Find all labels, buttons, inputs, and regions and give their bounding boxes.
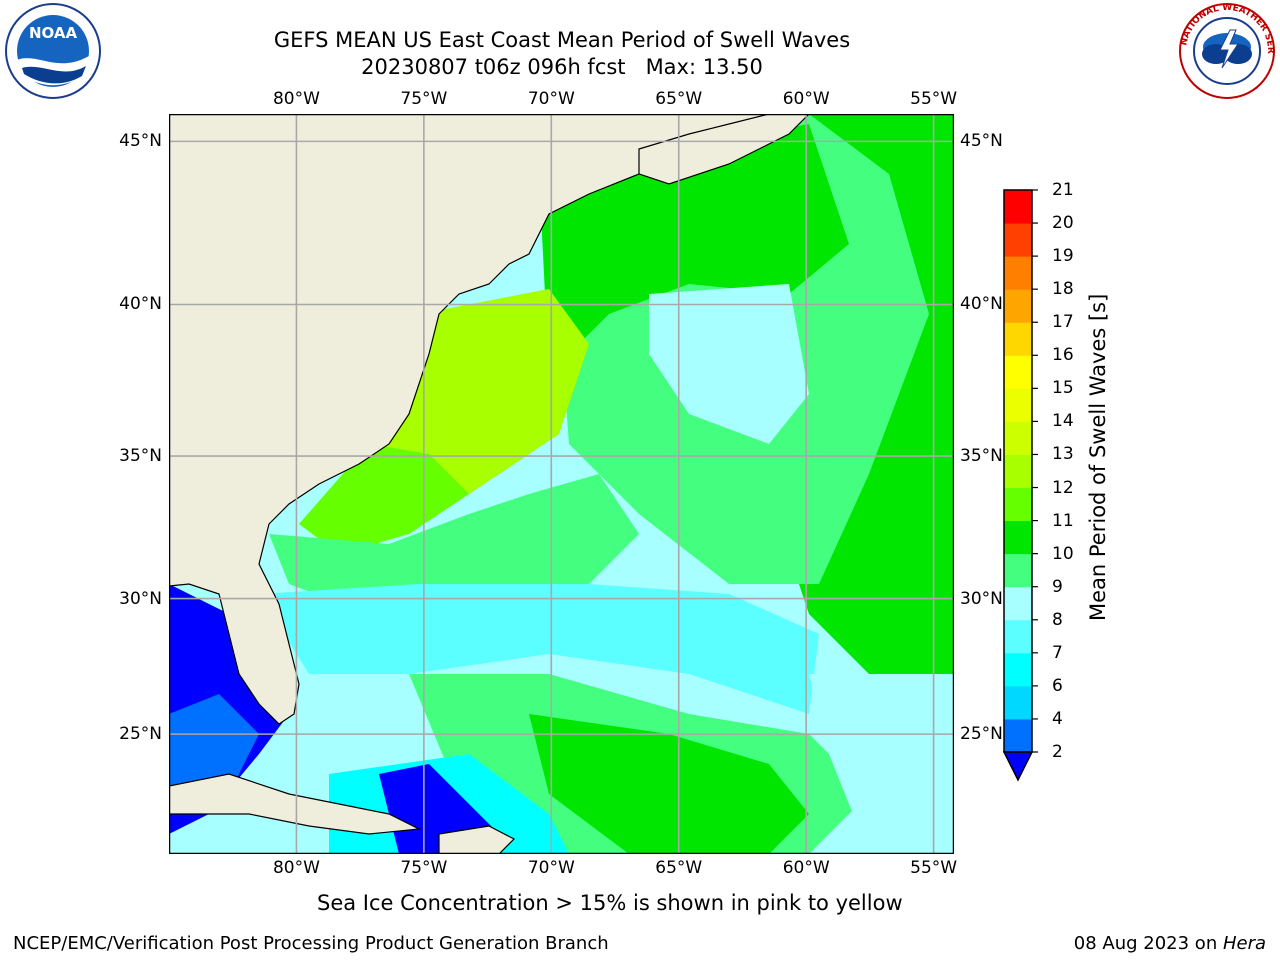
lon-label-bottom: 75°W xyxy=(400,858,448,878)
lat-label-left: 40°N xyxy=(119,294,162,315)
nws-logo: NATIONAL WEATHER SERVICE xyxy=(1176,2,1275,99)
colorbar-cell xyxy=(1004,718,1032,753)
colorbar-tick-label: 4 xyxy=(1052,708,1063,729)
lon-label-bottom: 55°W xyxy=(910,858,958,878)
field-region-10-11s-north xyxy=(539,124,849,374)
field-region-8-9s-east-south xyxy=(809,674,954,854)
colorbar-cell xyxy=(1004,322,1032,356)
sea-ice-note: Sea Ice Concentration > 15% is shown in … xyxy=(317,891,903,915)
colorbar-cell xyxy=(1004,421,1032,455)
colorbar-extend-min xyxy=(1002,751,1034,782)
colorbar-label: Mean Period of Swell Waves [s] xyxy=(1086,293,1110,621)
colorbar-tick-label: 17 xyxy=(1052,312,1074,333)
colorbar-cell xyxy=(1004,289,1032,323)
lon-label-bottom: 70°W xyxy=(527,858,575,878)
noaa-logo-text: NOAA xyxy=(29,24,78,42)
colorbar-tick-label: 8 xyxy=(1052,609,1063,630)
field-region-10-11s-se-core xyxy=(529,714,809,854)
lon-label-top: 65°W xyxy=(655,89,703,109)
map-gridlines xyxy=(169,114,954,854)
lat-label-right: 40°N xyxy=(960,294,1003,315)
lat-label-left: 35°N xyxy=(119,446,162,467)
lon-label-top: 60°W xyxy=(782,89,830,109)
colorbar-tick-label: 13 xyxy=(1052,444,1074,465)
colorbar-cell xyxy=(1004,355,1032,389)
colorbar-cell xyxy=(1004,454,1032,489)
lat-label-right: 35°N xyxy=(960,446,1003,467)
footer-machine: Hera xyxy=(1222,933,1266,954)
colorbar-cell xyxy=(1004,619,1032,654)
cuba xyxy=(169,773,422,835)
footer-credit: NCEP/EMC/Verification Post Processing Pr… xyxy=(13,933,609,954)
map-frame xyxy=(169,114,954,854)
field-region-9-10s-se-coast xyxy=(269,474,639,614)
colorbar-cell xyxy=(1004,487,1032,522)
lon-label-top: 70°W xyxy=(527,89,575,109)
colorbar-tick-label: 16 xyxy=(1052,345,1074,366)
colorbar-cell xyxy=(1004,652,1032,687)
lon-label-bottom: 65°W xyxy=(655,858,703,878)
lat-label-left: 30°N xyxy=(119,588,162,609)
colorbar-tick-label: 6 xyxy=(1052,675,1063,696)
lat-label-right: 25°N xyxy=(960,724,1003,745)
lat-label-right: 45°N xyxy=(960,131,1003,152)
colorbar-cell xyxy=(1004,256,1032,290)
lat-label-left: 45°N xyxy=(119,131,162,152)
colorbar-tick-label: 20 xyxy=(1052,213,1074,234)
chart-subtitle: 20230807 t06z 096h fcst Max: 13.50 xyxy=(361,55,763,79)
colorbar-cell xyxy=(1004,388,1032,422)
lat-label-right: 30°N xyxy=(960,588,1003,609)
lon-label-bottom: 60°W xyxy=(782,858,830,878)
colorbar-cell xyxy=(1004,190,1032,224)
colorbar xyxy=(1002,189,1038,782)
lat-label-left: 25°N xyxy=(119,724,162,745)
colorbar-tick-label: 12 xyxy=(1052,477,1074,498)
colorbar-tick-label: 19 xyxy=(1052,246,1074,267)
noaa-logo: NOAA xyxy=(5,3,101,99)
lon-label-bottom: 80°W xyxy=(272,858,320,878)
hispaniola xyxy=(438,825,516,854)
field-region-4-6s-gulf xyxy=(169,694,259,794)
colorbar-tick-label: 14 xyxy=(1052,411,1074,432)
chart-title: GEFS MEAN US East Coast Mean Period of S… xyxy=(273,28,851,52)
colorbar-tick-label: 18 xyxy=(1052,279,1074,300)
colorbar-tick-label: 11 xyxy=(1052,510,1074,531)
colorbar-tick-label: 10 xyxy=(1052,543,1074,564)
colorbar-tick-label: 9 xyxy=(1052,576,1063,597)
swell-period-map xyxy=(169,114,954,854)
lon-label-top: 55°W xyxy=(910,89,958,109)
lon-label-top: 75°W xyxy=(400,89,448,109)
footer-date-text: 08 Aug 2023 on xyxy=(1073,933,1223,954)
field-region-11-12s-shelf xyxy=(299,444,469,554)
nova-scotia xyxy=(638,114,810,185)
us-landmass xyxy=(169,114,770,725)
colorbar-cell xyxy=(1004,685,1032,720)
colorbar-cell xyxy=(1004,520,1032,555)
colorbar-cell xyxy=(1004,586,1032,621)
colorbar-tick-label: 15 xyxy=(1052,378,1074,399)
colorbar-tick-label: 2 xyxy=(1052,742,1063,762)
field-region-8-9s-center xyxy=(649,284,809,444)
colorbar-cell xyxy=(1004,223,1032,257)
colorbar-frame xyxy=(1003,189,1033,753)
footer-date: 08 Aug 2023 on Hera xyxy=(1074,933,1266,955)
colorbar-tick-label: 21 xyxy=(1052,180,1074,200)
colorbar-cell xyxy=(1004,553,1032,588)
colorbar-tick-label: 7 xyxy=(1052,642,1063,663)
lon-label-top: 80°W xyxy=(272,89,320,109)
